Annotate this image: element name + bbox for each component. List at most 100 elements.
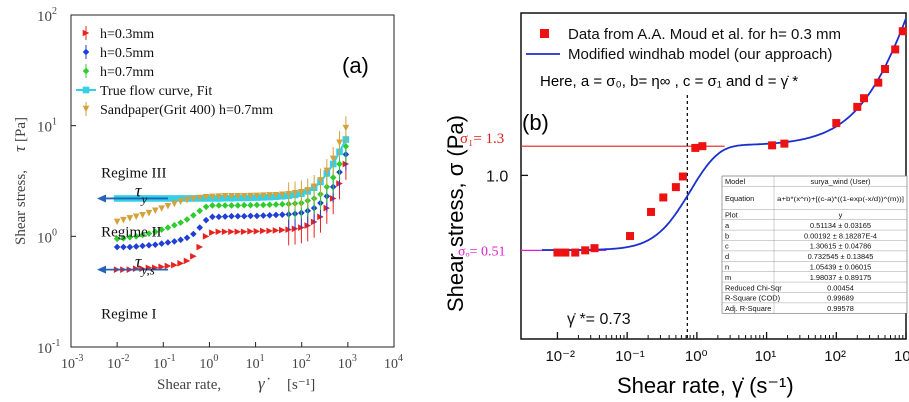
panel-a-point [139,242,146,250]
panel-a-point [202,216,210,224]
panel-b-data-point [691,143,700,152]
panel-b-legend-label: Modified windhab model (our approach) [568,46,832,63]
gamma-star-label: γ̇ *= 0.73 [567,311,631,328]
results-table-key: n [725,262,729,271]
panel-b-data-point [780,139,789,148]
panel-a-point [247,201,254,209]
panel-a-point [285,190,292,198]
panel-b-data-point [647,207,656,216]
panel-a-point [291,189,299,197]
panel-b-legend-label: Data from A.A. Moud et al. for h= 0.3 mm [568,26,841,43]
panel-a-point [240,201,248,209]
panel-a-point [171,200,178,208]
panel-a-point [164,262,172,270]
panel-a-legend-label: h=0.7mm [100,65,154,80]
panel-a-arrow-symbol: τ [135,180,142,200]
results-table-value: 0.99578 [827,304,854,313]
panel-a-xtick-exp: 0 [213,353,218,364]
panel-a-point [304,187,312,194]
panel-a-ylabel: Shear stress, [13,170,29,245]
panel-a-point [145,241,153,249]
panel-a-xtick-label: 10-1 [153,353,175,372]
panel-a-ytick-exp: -1 [52,338,60,349]
results-table-value: 0.51134 ± 0.03165 [810,221,871,230]
panel-a-point [310,183,318,191]
panel-b-ticks: 10⁻² 10⁻¹ 10⁰ 10¹ 10² 10³ 1.0 [486,168,909,365]
panel-a-yunit: [Pa] [13,117,29,142]
panel-a-legend-marker [82,48,90,56]
panel-a-point [272,211,280,219]
panel-a-point [247,212,254,220]
panel-a-ytick-label: 102 [37,6,57,25]
panel-a-point [171,221,178,229]
panel-a-point [164,239,172,246]
panel-a-xtick-label: 10-3 [61,353,83,372]
panel-a-point [177,195,184,202]
panel-a-point [234,202,242,209]
panel-a-point [234,228,242,236]
panel-b-data-point [590,244,599,253]
panel-a-arrow-head [97,265,106,274]
panel-a-frame [70,14,395,348]
panel-b-xtick-label: 10⁻¹ [615,348,645,365]
panel-a-point [253,201,261,209]
panel-a-ytick-exp: 0 [52,227,57,238]
panel-a-series [113,116,350,273]
results-table-key: a [725,221,730,230]
panel-a-point [145,230,153,237]
panel-a-xtick-label: 104 [384,353,403,372]
panel-b: 10⁻² 10⁻¹ 10⁰ 10¹ 10² 10³ 1.0 σ₁= 1.3 σₒ= 0.51 γ… [443,12,909,398]
panel-a-xtick-label: 10-2 [107,353,129,372]
panel-a-point [132,233,140,240]
panel-a-point [113,243,121,251]
panel-a-point [221,202,229,209]
panel-a-point [228,212,235,220]
panel-a-xtick-exp: 1 [260,353,265,364]
panel-a-point [183,234,191,242]
panel-b-ytick-label: 1.0 [486,168,508,185]
panel-a-point [139,211,146,219]
panel-a-legend-label: True flow curve, Fit [100,84,212,99]
panel-a-ytick-label: 100 [37,227,57,246]
panel-a-point [215,228,223,236]
panel-a-point [171,261,178,269]
panel-a-point [272,201,280,208]
panel-b-data-point [571,248,580,257]
panel-a-xunit: [s⁻¹] [287,377,315,393]
panel-a-point [259,227,267,235]
panel-a-point [171,238,178,245]
panel-a-point [234,193,242,200]
panel-a-point [190,253,197,260]
panel-b-data-point [853,102,862,111]
panel-a-point [253,212,261,220]
panel-a-point [342,124,350,132]
panel-b-label: (b) [522,110,549,135]
panel-b-xtick-label: 10³ [894,348,909,365]
panel-a-point [336,139,343,147]
panel-b-data-point [659,193,668,202]
panel-a-point [247,192,254,200]
panel-a-point [215,202,223,209]
sigma1-label: σ₁= 1.3 [460,131,504,147]
gamma-star-label-bg [562,306,682,332]
panel-a-xtick-label: 100 [199,353,218,372]
panel-a-xtick-exp: -1 [167,353,175,364]
panel-a-point [228,193,235,200]
panel-a-point [259,201,267,209]
panel-a-ytick-exp: 1 [52,117,57,128]
panel-a-point [132,213,140,221]
panel-a-legend-marker [82,29,90,37]
panel-a-point [196,224,204,231]
results-table-value: 1.30615 ± 0.04786 [810,242,872,251]
panel-a-point [190,230,197,238]
panel-a-point [272,191,280,199]
panel-a-point [177,260,184,267]
panel-a-xtick-label: 103 [338,353,357,372]
results-table-key: Model [725,177,745,186]
panel-a-xsymbol: γ̇ [258,374,270,393]
panel-b-data-point [768,141,777,150]
panel-a-point [177,198,184,206]
panel-a-legend-label: Sandpaper(Grit 400) h=0.7mm [100,103,273,118]
panel-a-point [228,202,235,209]
panel-a-xtick-exp: -3 [75,353,83,364]
